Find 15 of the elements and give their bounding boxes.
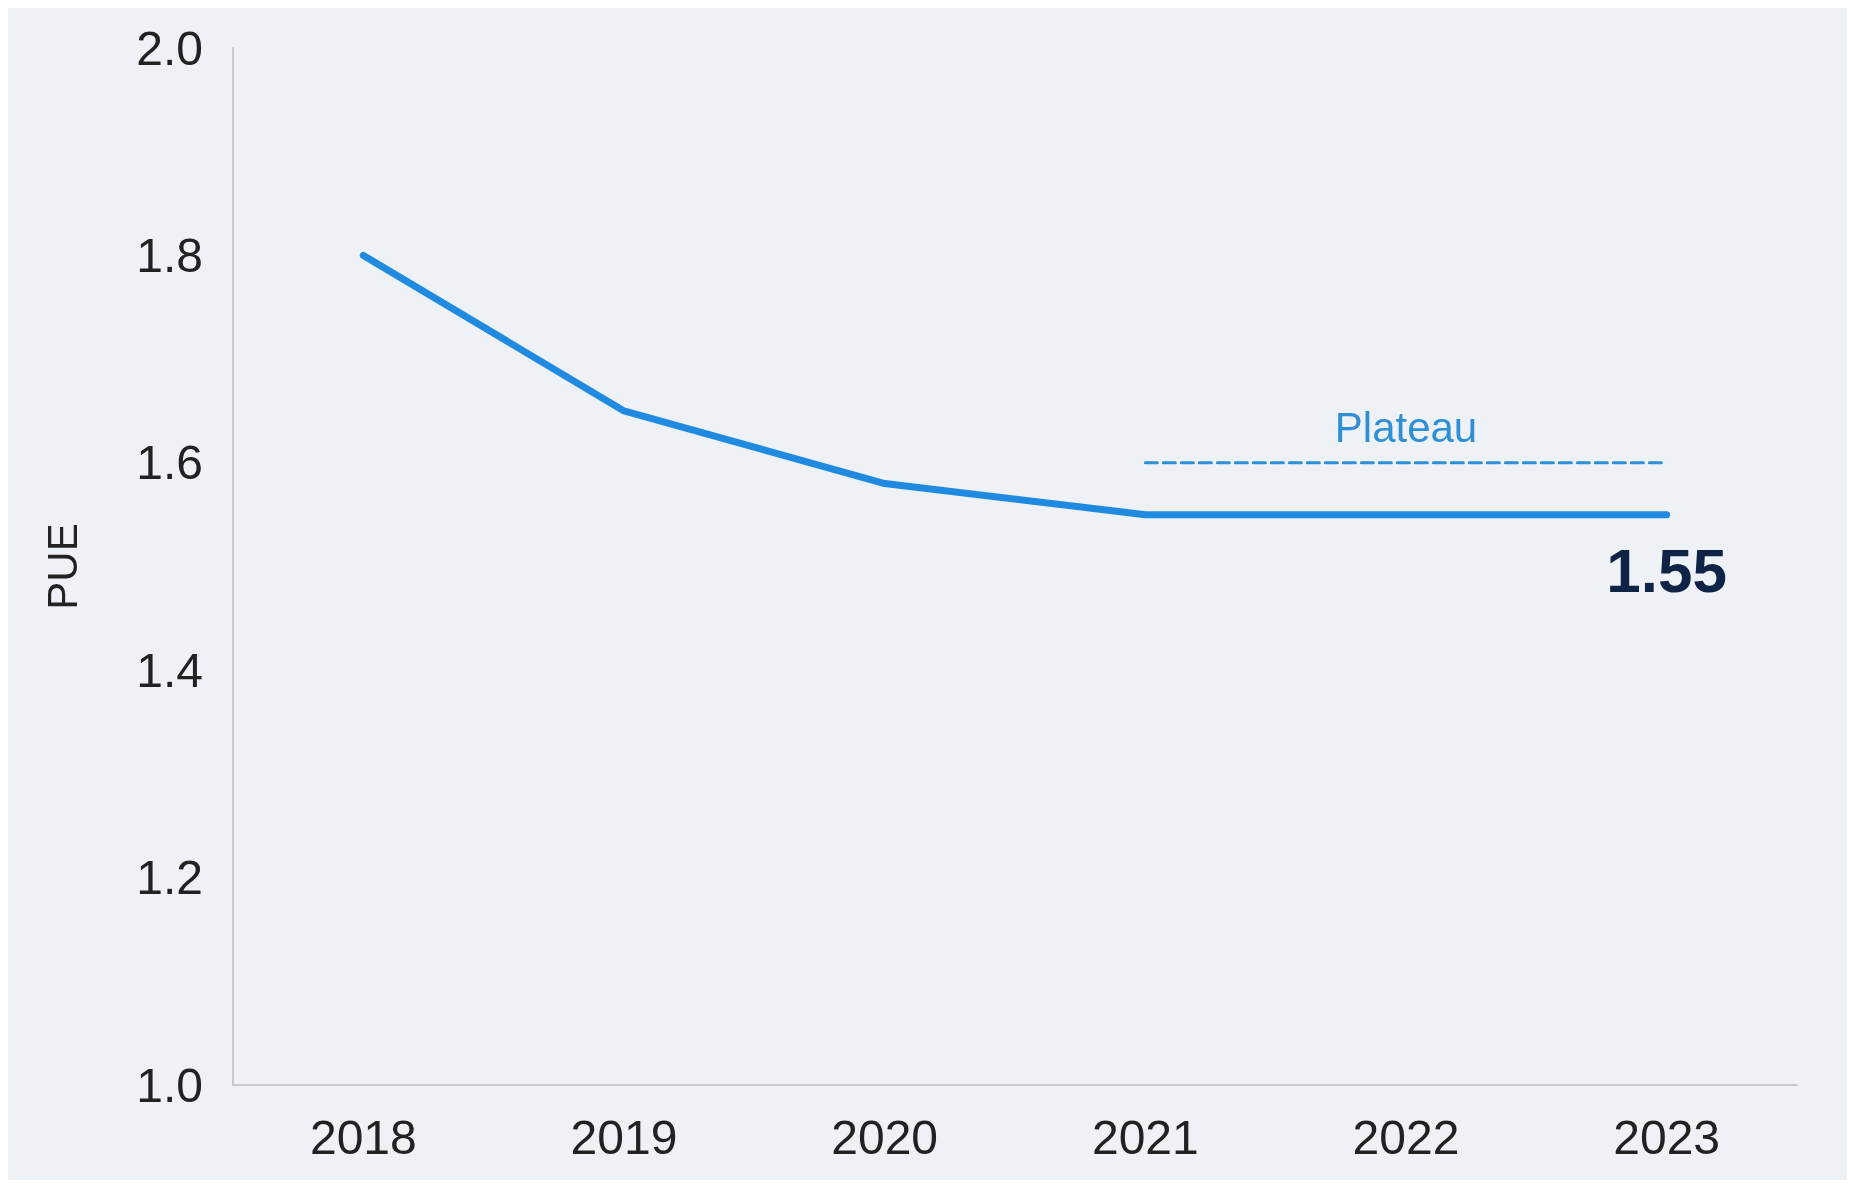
y-tick-label: 1.6: [136, 436, 203, 490]
y-tick-label: 2.0: [136, 21, 203, 75]
x-tick-label: 2022: [1352, 1110, 1460, 1164]
y-tick-label: 1.2: [136, 851, 203, 905]
x-tick-label: 2019: [570, 1110, 678, 1164]
y-axis-title: PUE: [38, 523, 86, 610]
y-tick-label: 1.8: [136, 228, 203, 282]
series-label: Plateau: [1334, 404, 1478, 452]
data-label: 1.55: [1606, 536, 1727, 606]
y-tick-label: 1.0: [136, 1058, 203, 1112]
x-tick-label: 2023: [1613, 1110, 1721, 1164]
y-tick-label: 1.4: [136, 643, 203, 697]
x-tick-label: 2021: [1091, 1110, 1199, 1164]
x-tick-label: 2020: [831, 1110, 939, 1164]
x-tick-label: 2018: [309, 1110, 417, 1164]
